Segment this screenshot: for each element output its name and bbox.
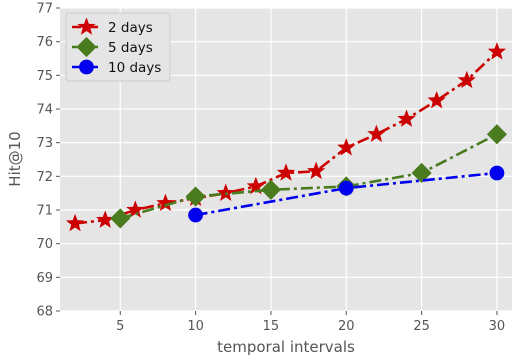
y-tick-label: 73	[36, 136, 53, 151]
data-point	[110, 208, 131, 229]
x-tick-label: 10	[187, 319, 204, 334]
series-10-days	[188, 165, 505, 223]
y-tick-label: 75	[36, 69, 53, 84]
series-line	[195, 171, 498, 217]
legend-label: 10 days	[108, 60, 161, 76]
y-tick-label: 77	[36, 2, 53, 17]
y-tick-label: 69	[36, 271, 53, 286]
y-tick-label: 71	[36, 204, 53, 219]
y-tick-label: 70	[36, 237, 53, 252]
data-point	[457, 70, 476, 89]
data-point	[337, 138, 356, 156]
data-point	[486, 124, 507, 145]
data-point	[487, 42, 507, 60]
legend: 2 days 5 days 10 days	[65, 12, 171, 82]
x-tick-label: 30	[489, 319, 506, 334]
data-point	[306, 161, 326, 180]
x-tick-label: 20	[338, 319, 355, 334]
data-point	[216, 183, 235, 201]
data-point	[489, 165, 505, 181]
x-axis-label: temporal intervals	[217, 338, 355, 356]
y-tick-label: 74	[36, 103, 53, 118]
y-tick-label: 72	[36, 170, 53, 185]
legend-label: 5 days	[108, 40, 153, 56]
y-tick-label: 68	[36, 305, 53, 320]
series-5-days	[110, 124, 507, 229]
x-tick-label: 5	[116, 319, 124, 334]
legend-marker	[76, 36, 97, 58]
x-axis-ticks: 5 10 15 20 25 30	[116, 311, 505, 334]
series-layer	[65, 42, 507, 232]
data-point	[185, 186, 206, 207]
data-point	[397, 109, 416, 127]
data-point	[156, 193, 175, 212]
legend-marker	[77, 17, 96, 35]
data-point	[427, 90, 446, 109]
data-point	[188, 207, 204, 223]
data-point	[367, 124, 386, 143]
legend-label: 2 days	[108, 20, 153, 36]
data-point	[260, 179, 281, 200]
data-point	[411, 162, 432, 184]
x-tick-label: 15	[263, 319, 280, 334]
data-point	[126, 200, 145, 218]
series-line	[119, 133, 498, 220]
y-axis-ticks: 68 69 70 71 72 73 74 75 76 77	[36, 2, 60, 320]
y-axis-label: Hit@10	[6, 131, 24, 186]
x-tick-label: 25	[413, 319, 430, 334]
y-tick-label: 76	[36, 35, 53, 50]
data-point	[338, 180, 354, 196]
legend-marker	[79, 59, 94, 75]
data-point	[276, 163, 296, 181]
data-point	[65, 213, 85, 232]
